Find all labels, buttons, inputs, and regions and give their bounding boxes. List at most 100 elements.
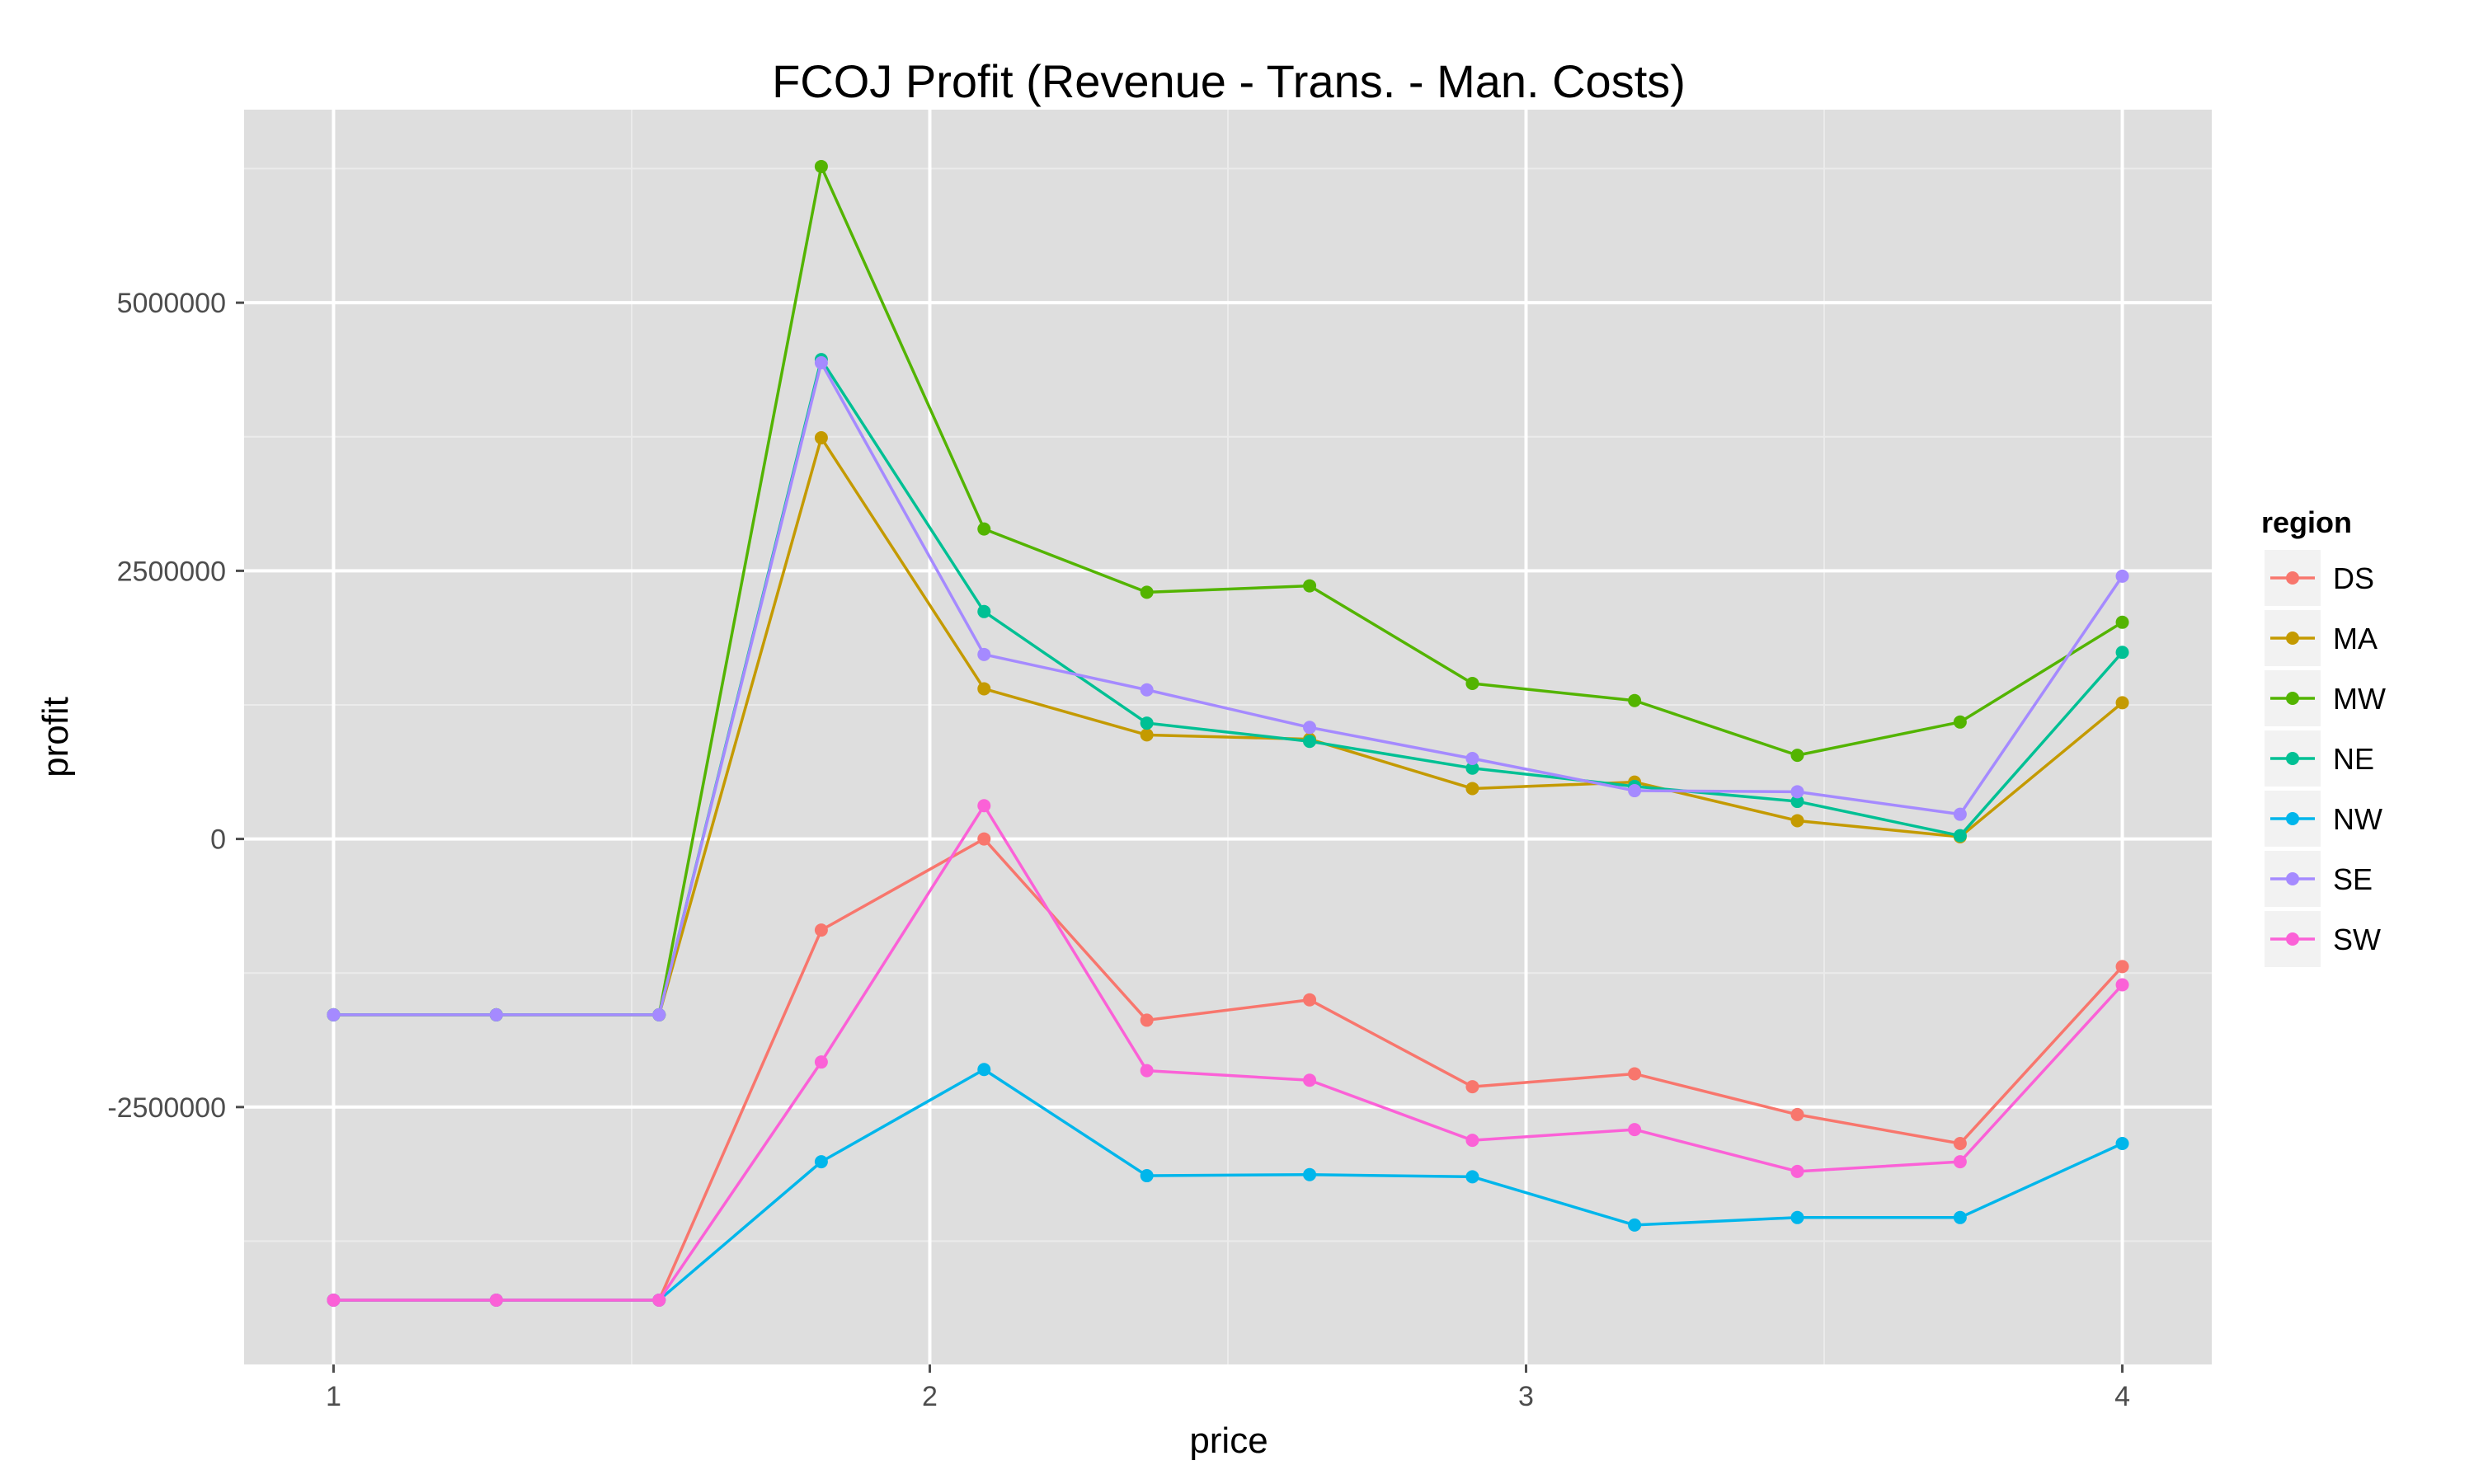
legend-point	[2286, 872, 2299, 885]
data-point	[1465, 752, 1479, 766]
data-point	[814, 431, 828, 445]
legend-label: SE	[2333, 862, 2373, 896]
data-point	[1790, 749, 1804, 763]
data-point	[1628, 693, 1642, 707]
major-gridlines	[244, 110, 2212, 1364]
data-point	[1628, 1218, 1642, 1232]
data-point	[1628, 784, 1642, 798]
data-point	[1465, 782, 1479, 796]
data-point	[1140, 1064, 1154, 1078]
data-point	[1953, 715, 1967, 729]
x-tick-label: 3	[1518, 1381, 1534, 1412]
data-point	[1465, 761, 1479, 775]
legend-point	[2286, 812, 2299, 825]
series-line	[333, 361, 2124, 1017]
legend-item-nw: NW	[2263, 789, 2382, 848]
data-point	[489, 1293, 503, 1307]
data-point	[814, 159, 828, 173]
legend-label: NE	[2333, 742, 2374, 776]
data-point	[814, 356, 828, 370]
data-point	[1628, 1123, 1642, 1137]
data-point	[1303, 735, 1317, 749]
data-point	[977, 832, 991, 846]
data-point	[977, 647, 991, 661]
y-tick-label: 0	[210, 824, 226, 856]
data-point	[2115, 615, 2129, 629]
data-point	[1790, 795, 1804, 809]
data-point	[652, 1293, 666, 1307]
series-layer	[327, 159, 2129, 1307]
legend-item-ne: NE	[2263, 729, 2374, 788]
y-tick-label: 5000000	[117, 288, 226, 319]
series-line	[333, 804, 2124, 1302]
data-point	[1465, 1080, 1479, 1094]
data-point	[1140, 683, 1154, 697]
data-point	[977, 682, 991, 696]
data-point	[1465, 676, 1479, 690]
data-point	[814, 1055, 828, 1069]
data-point	[1465, 1134, 1479, 1148]
data-point	[1303, 1073, 1317, 1087]
data-point	[1953, 1155, 1967, 1169]
legend-item-se: SE	[2263, 849, 2373, 909]
data-point	[1790, 785, 1804, 799]
data-point	[2115, 646, 2129, 660]
x-tick-label: 4	[2114, 1381, 2130, 1412]
data-point	[2115, 1137, 2129, 1151]
data-point	[1303, 1167, 1317, 1181]
y-tick-label: 2500000	[117, 556, 226, 587]
data-point	[977, 604, 991, 618]
series-sw	[327, 799, 2129, 1307]
series-se	[327, 356, 2129, 1021]
data-point	[1140, 585, 1154, 599]
x-tick-label: 1	[326, 1381, 341, 1412]
legend-title: region	[2261, 505, 2352, 539]
legend-item-ds: DS	[2263, 548, 2374, 608]
data-point	[2115, 978, 2129, 992]
legend-label: DS	[2333, 561, 2374, 595]
data-point	[327, 1293, 341, 1307]
legend-point	[2286, 932, 2299, 946]
data-point	[489, 1007, 503, 1021]
legend-point	[2286, 752, 2299, 765]
x-tick-label: 2	[922, 1381, 938, 1412]
legend-label: SW	[2333, 923, 2381, 956]
data-point	[814, 923, 828, 937]
legend-label: MA	[2333, 622, 2378, 655]
data-point	[1303, 721, 1317, 735]
data-point	[1953, 1210, 1967, 1224]
data-point	[1140, 1013, 1154, 1027]
data-point	[977, 1063, 991, 1077]
legend-item-sw: SW	[2263, 909, 2381, 969]
data-point	[652, 1007, 666, 1021]
data-point	[1465, 1170, 1479, 1184]
legend-point	[2286, 571, 2299, 585]
data-point	[1953, 807, 1967, 821]
data-point	[1790, 1107, 1804, 1121]
legend-label: MW	[2333, 682, 2386, 716]
x-axis-title: price	[1189, 1421, 1268, 1461]
legend-point	[2286, 632, 2299, 645]
legend-label: NW	[2333, 802, 2382, 836]
y-tick-label: -2500000	[107, 1092, 226, 1124]
data-point	[1303, 993, 1317, 1007]
y-axis: -2500000 0 2500000 5000000	[107, 288, 244, 1124]
data-point	[1303, 579, 1317, 593]
data-point	[1140, 1169, 1154, 1183]
data-point	[977, 522, 991, 536]
data-point	[1953, 1137, 1967, 1151]
data-point	[1140, 728, 1154, 742]
x-axis: 1 2 3 4	[326, 1364, 2130, 1412]
legend-point	[2286, 692, 2299, 705]
chart-title: FCOJ Profit (Revenue - Trans. - Man. Cos…	[772, 55, 1686, 107]
data-point	[977, 799, 991, 813]
data-point	[1953, 829, 1967, 843]
legend-item-mw: MW	[2263, 669, 2386, 728]
legend-item-ma: MA	[2263, 608, 2378, 668]
data-point	[1140, 716, 1154, 730]
data-point	[1790, 1164, 1804, 1178]
data-point	[1790, 1210, 1804, 1224]
data-point	[327, 1007, 341, 1021]
data-point	[2115, 960, 2129, 974]
